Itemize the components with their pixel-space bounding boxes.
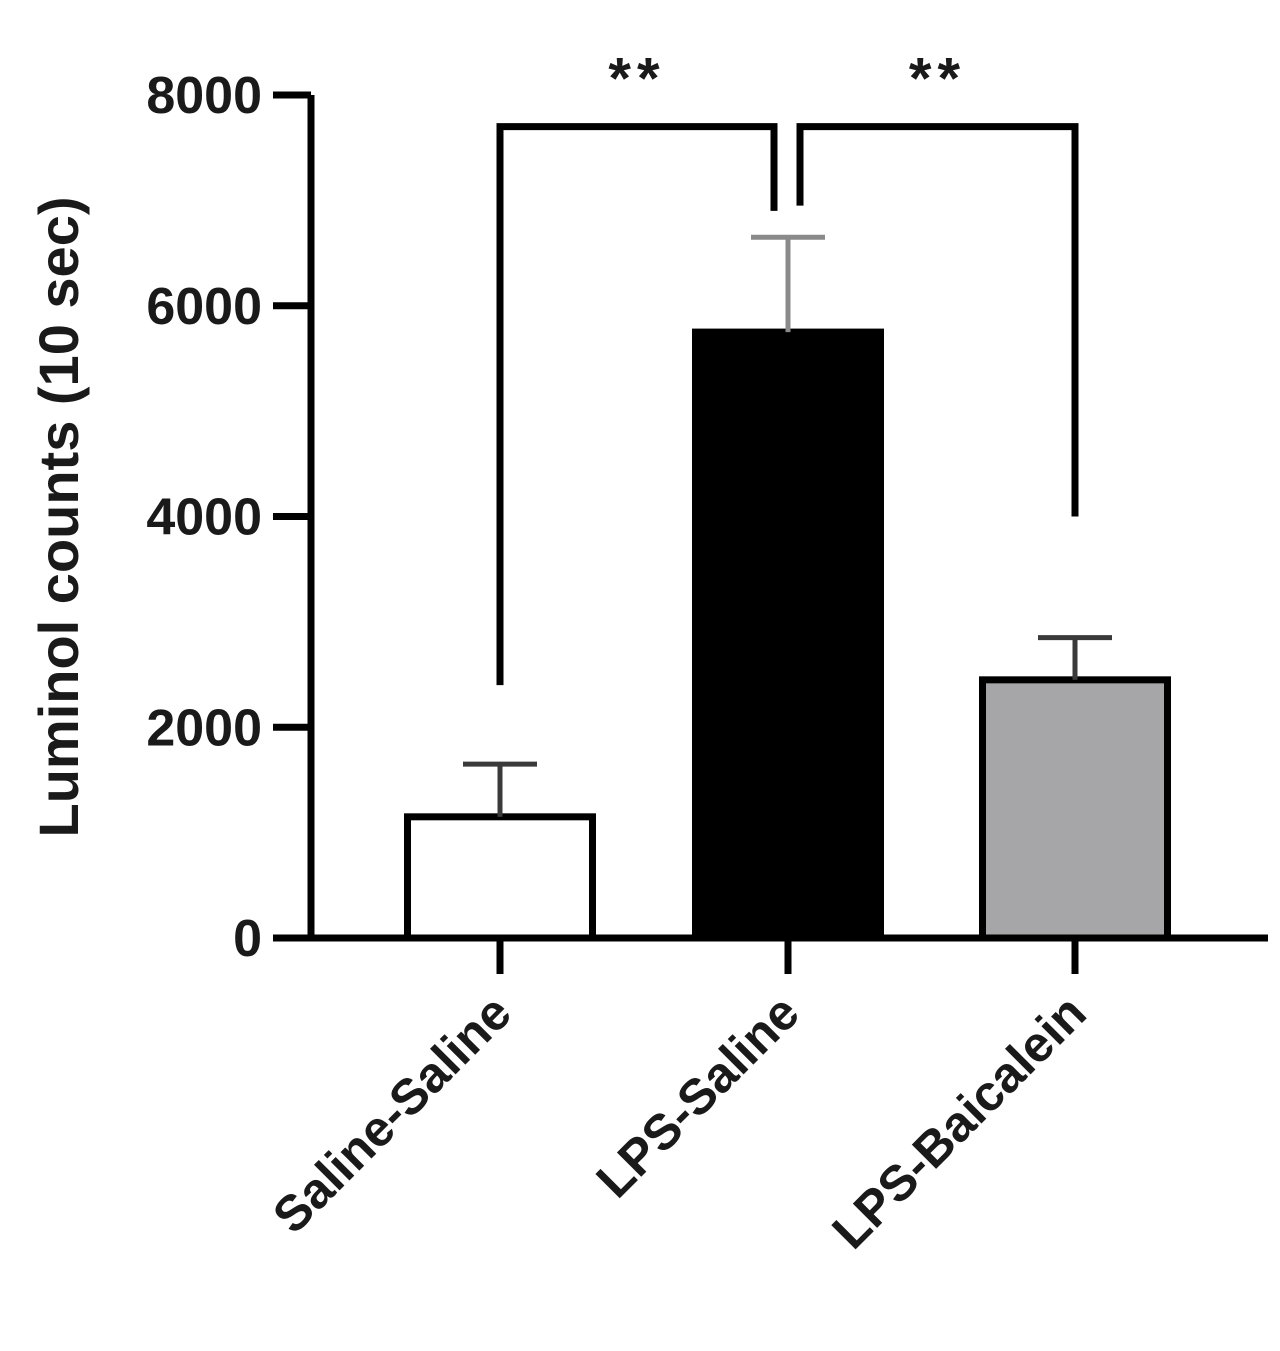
significance-bracket: [496, 123, 778, 686]
y-axis-title: Luminol counts (10 sec): [27, 197, 90, 838]
x-tick-label: Saline-Saline: [262, 984, 522, 1244]
significance-bracket: [796, 123, 1079, 517]
x-tick-label: LPS-Baicalein: [821, 984, 1096, 1259]
error-bars-group: [463, 234, 1112, 817]
y-tick-label: 4000: [146, 489, 262, 547]
y-ticks-group: 0 2000 4000 6000 8000: [146, 67, 311, 968]
y-tick-label: 2000: [146, 699, 262, 757]
significance-group: ** **: [496, 47, 1079, 686]
significance-label: **: [608, 47, 665, 112]
bar-lps-baicalein: [979, 676, 1171, 942]
bars-group: [404, 328, 1171, 942]
y-tick-label: 8000: [146, 67, 262, 125]
y-tick-label: 6000: [146, 278, 262, 336]
significance-label: **: [909, 47, 966, 112]
x-tick-label: LPS-Saline: [585, 984, 809, 1208]
bar-lps-saline: [692, 328, 884, 942]
y-tick-label: 0: [233, 910, 262, 968]
bar-saline-saline: [404, 813, 596, 942]
x-ticks-group: Saline-Saline LPS-Saline LPS-Baicalein: [262, 938, 1097, 1260]
